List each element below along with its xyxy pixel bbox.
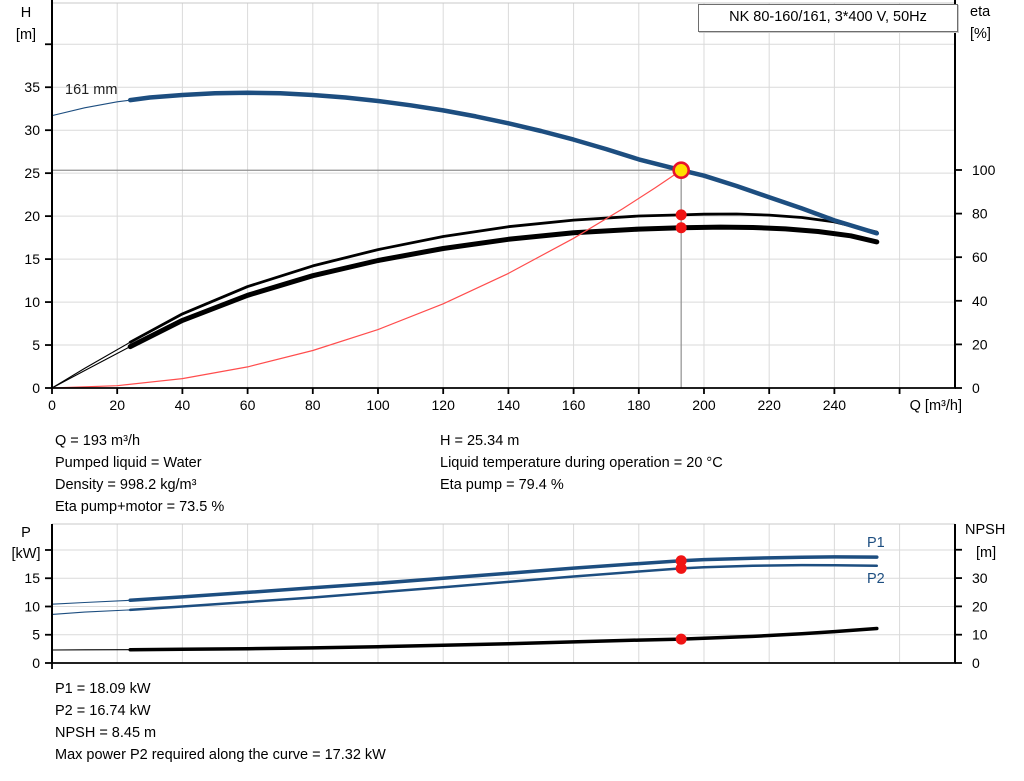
tick-label: 60 bbox=[972, 249, 988, 265]
tick-label: 80 bbox=[305, 397, 321, 413]
tick-label: 140 bbox=[497, 397, 521, 413]
npsh-axis-title: NPSH bbox=[965, 522, 1006, 538]
eta-axis-unit: [%] bbox=[970, 26, 991, 42]
tick-label: 10 bbox=[24, 598, 40, 614]
tick-label: 15 bbox=[24, 251, 40, 267]
info-liquid-temperature: Liquid temperature during operation = 20… bbox=[440, 455, 723, 471]
tick-label: 0 bbox=[972, 380, 980, 396]
tick-label: 0 bbox=[972, 655, 980, 671]
tick-label: 40 bbox=[972, 293, 988, 309]
tick-label: 20 bbox=[109, 397, 125, 413]
tick-label: 40 bbox=[175, 397, 191, 413]
tick-label: 25 bbox=[24, 165, 40, 181]
q-axis-title: Q [m³/h] bbox=[909, 398, 962, 414]
tick-label: 30 bbox=[972, 570, 988, 586]
duty-dot-marker bbox=[675, 555, 687, 567]
tick-label: 180 bbox=[627, 397, 651, 413]
tick-label: 220 bbox=[758, 397, 782, 413]
pump-model-box: NK 80-160/161, 3*400 V, 50Hz bbox=[698, 4, 958, 32]
tick-label: 120 bbox=[432, 397, 456, 413]
info-density: Density = 998.2 kg/m³ bbox=[55, 477, 197, 493]
tick-label: 20 bbox=[24, 208, 40, 224]
info-q: Q = 193 m³/h bbox=[55, 433, 141, 449]
duty-info-left: Q = 193 m³/h Pumped liquid = Water Densi… bbox=[55, 430, 224, 518]
tick-label: 10 bbox=[972, 627, 988, 643]
tick-label: 60 bbox=[240, 397, 256, 413]
curve-head-161mm bbox=[127, 90, 880, 236]
tick-label: 0 bbox=[32, 380, 40, 396]
duty-info-right: H = 25.34 m Liquid temperature during op… bbox=[440, 430, 723, 496]
p-axis-unit: [kW] bbox=[11, 546, 41, 562]
curve-eta-pump-motor bbox=[127, 224, 880, 350]
info-eta-pump: Eta pump = 79.4 % bbox=[440, 477, 564, 493]
info-eta-pump-motor: Eta pump+motor = 73.5 % bbox=[55, 499, 225, 515]
h-axis-title: H bbox=[20, 5, 32, 21]
tick-label: 10 bbox=[24, 294, 40, 310]
annotation-161-mm: 161 mm bbox=[65, 82, 117, 98]
duty-point-marker bbox=[672, 161, 690, 180]
duty-dot-marker bbox=[675, 222, 687, 234]
tick-label: 15 bbox=[24, 570, 40, 586]
tick-label: 20 bbox=[972, 598, 988, 614]
annotation-p1: P1 bbox=[867, 535, 885, 551]
npsh-axis-unit: [m] bbox=[976, 545, 997, 561]
info-npsh: NPSH = 8.45 m bbox=[55, 725, 157, 741]
tick-label: 30 bbox=[24, 122, 40, 138]
curve-eta-pump-lead bbox=[51, 341, 131, 389]
tick-label: 160 bbox=[562, 397, 586, 413]
curve-head-161mm-lead bbox=[51, 99, 131, 117]
tick-label: 100 bbox=[972, 162, 996, 178]
curve-p1 bbox=[128, 555, 879, 603]
info-h: H = 25.34 m bbox=[440, 433, 520, 449]
annotation-p2: P2 bbox=[867, 571, 885, 587]
eta-axis-title: eta bbox=[970, 4, 991, 20]
tick-label: 0 bbox=[48, 397, 56, 413]
info-pumped-liquid: Pumped liquid = Water bbox=[55, 455, 202, 471]
info-p1: P1 = 18.09 kW bbox=[55, 681, 151, 697]
duty-dot-marker bbox=[675, 562, 687, 574]
info-max-power: Max power P2 required along the curve = … bbox=[55, 747, 386, 763]
tick-label: 5 bbox=[32, 627, 40, 643]
duty-dot-marker bbox=[675, 633, 687, 645]
duty-info-bottom: P1 = 18.09 kW P2 = 16.74 kW NPSH = 8.45 … bbox=[55, 678, 386, 766]
curve-p2-lead bbox=[51, 609, 131, 615]
curve-eta-pump bbox=[128, 212, 879, 344]
info-p2: P2 = 16.74 kW bbox=[55, 703, 151, 719]
tick-label: 5 bbox=[32, 337, 40, 353]
curve-eta-pump-motor-lead bbox=[51, 346, 131, 389]
tick-label: 200 bbox=[692, 397, 716, 413]
curve-p2 bbox=[128, 563, 879, 612]
h-axis-unit: [m] bbox=[15, 27, 37, 43]
curve-npsh bbox=[128, 626, 879, 652]
duty-dot-marker bbox=[675, 209, 687, 221]
tick-label: 35 bbox=[24, 79, 40, 95]
curve-p1-lead bbox=[51, 599, 131, 605]
tick-label: 0 bbox=[32, 655, 40, 671]
tick-label: 240 bbox=[823, 397, 847, 413]
p-axis-title: P bbox=[21, 525, 31, 541]
pump-model-label: NK 80-160/161, 3*400 V, 50Hz bbox=[729, 9, 927, 25]
tick-label: 80 bbox=[972, 206, 988, 222]
tick-label: 100 bbox=[366, 397, 390, 413]
tick-label: 20 bbox=[972, 336, 988, 352]
curve-system-curve bbox=[51, 169, 682, 389]
